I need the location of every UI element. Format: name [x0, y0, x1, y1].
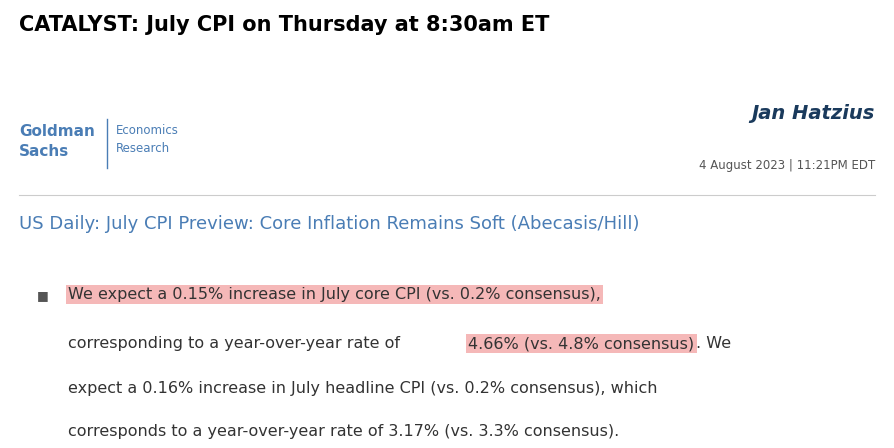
Text: We expect a 0.15% increase in July core CPI (vs. 0.2% consensus),: We expect a 0.15% increase in July core … [68, 287, 601, 302]
Text: Goldman
Sachs: Goldman Sachs [19, 124, 95, 159]
Text: corresponding to a year-over-year rate of: corresponding to a year-over-year rate o… [68, 336, 405, 351]
Text: ■: ■ [37, 289, 49, 302]
Text: . We: . We [696, 336, 730, 351]
Text: CATALYST: July CPI on Thursday at 8:30am ET: CATALYST: July CPI on Thursday at 8:30am… [19, 15, 550, 35]
Text: US Daily: July CPI Preview: Core Inflation Remains Soft (Abecasis/Hill): US Daily: July CPI Preview: Core Inflati… [19, 215, 640, 233]
Text: 4.66% (vs. 4.8% consensus): 4.66% (vs. 4.8% consensus) [468, 336, 695, 351]
Text: 4 August 2023 | 11:21PM EDT: 4 August 2023 | 11:21PM EDT [698, 159, 875, 172]
Text: expect a 0.16% increase in July headline CPI (vs. 0.2% consensus), which: expect a 0.16% increase in July headline… [68, 381, 658, 396]
Text: corresponds to a year-over-year rate of 3.17% (vs. 3.3% consensus).: corresponds to a year-over-year rate of … [68, 424, 620, 439]
Text: Economics
Research: Economics Research [115, 124, 178, 155]
Text: Jan Hatzius: Jan Hatzius [752, 104, 875, 123]
